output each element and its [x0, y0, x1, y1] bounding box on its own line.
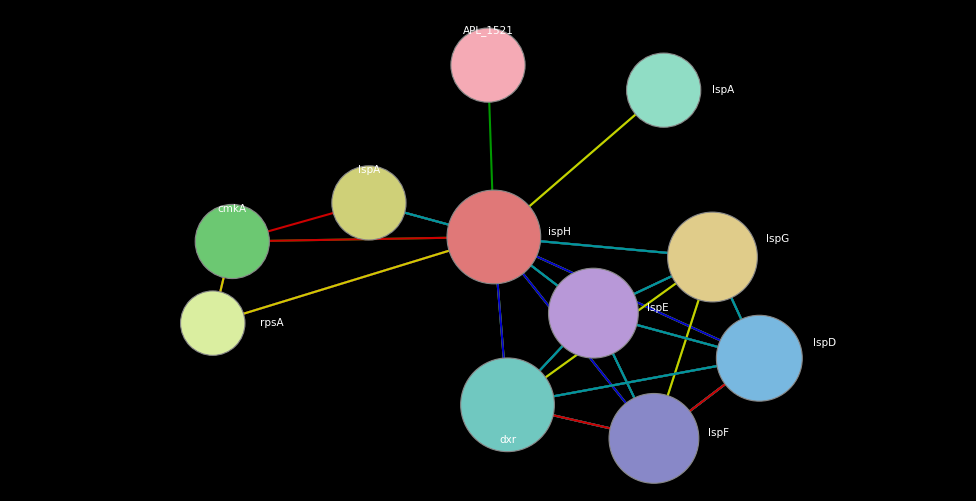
Ellipse shape: [609, 393, 699, 483]
Text: APL_1521: APL_1521: [463, 25, 513, 36]
Ellipse shape: [627, 53, 701, 127]
Ellipse shape: [461, 358, 554, 452]
Ellipse shape: [181, 291, 245, 355]
Text: rpsA: rpsA: [260, 318, 283, 328]
Text: lspG: lspG: [766, 234, 790, 244]
Text: cmkA: cmkA: [218, 204, 247, 214]
Ellipse shape: [332, 166, 406, 240]
Text: lspE: lspE: [647, 303, 669, 313]
Ellipse shape: [447, 190, 541, 284]
Ellipse shape: [668, 212, 757, 302]
Text: lspA: lspA: [358, 165, 380, 175]
Text: dxr: dxr: [499, 435, 516, 445]
Ellipse shape: [716, 315, 802, 401]
Text: lspA: lspA: [712, 85, 735, 95]
Ellipse shape: [549, 268, 638, 358]
Text: lspD: lspD: [813, 338, 836, 348]
Text: lspF: lspF: [708, 428, 729, 438]
Ellipse shape: [451, 28, 525, 102]
Ellipse shape: [195, 204, 269, 279]
Text: ispH: ispH: [548, 227, 570, 237]
